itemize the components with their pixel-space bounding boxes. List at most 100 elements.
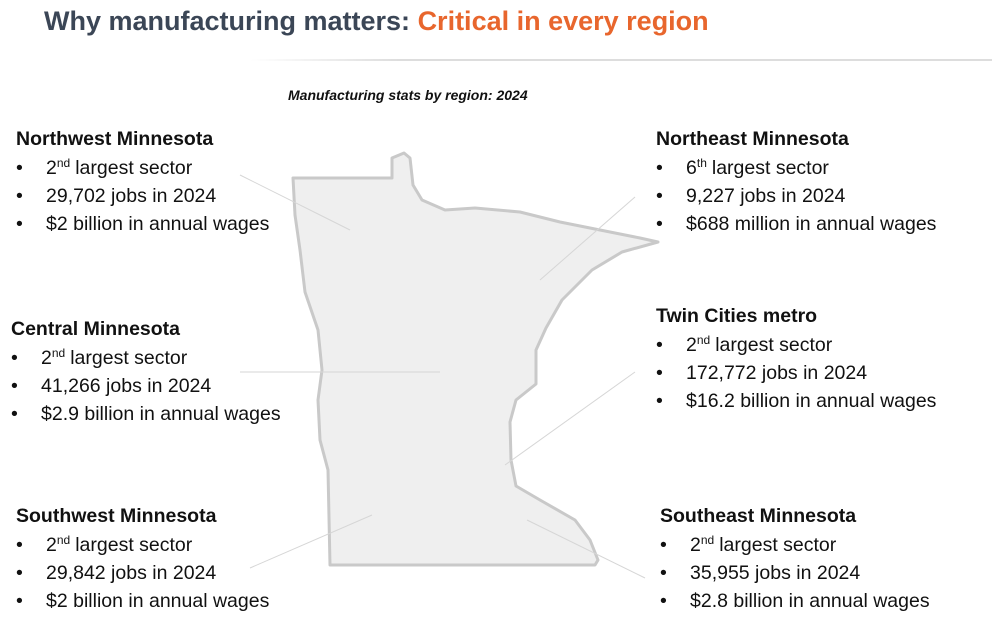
divider xyxy=(250,59,992,61)
bullet-item: • $2 billion in annual wages xyxy=(16,587,269,615)
leader-lines xyxy=(239,174,646,579)
region-block: Southwest Minnesota • 2nd largest sector • 29… xyxy=(16,505,269,615)
rank: 2 xyxy=(46,157,57,179)
wages: $16.2 billion in annual wages xyxy=(686,389,937,412)
bullet: • xyxy=(656,333,663,356)
bullet: • xyxy=(16,212,23,235)
region-block: Northwest Minnesota • 2nd largest sector • 29… xyxy=(16,128,269,238)
bullet-item: • 29,702 jobs in 2024 xyxy=(16,182,269,210)
jobs: 172,772 jobs in 2024 xyxy=(686,361,868,384)
rank-suffix: th xyxy=(696,156,707,170)
bullet-text: 29,842 jobs in 2024 xyxy=(46,562,216,585)
bullet-item: • 2nd largest sector xyxy=(16,154,269,182)
bullet-item: • $2.8 billion in annual wages xyxy=(660,587,930,615)
bullet-item: • $2.9 billion in annual wages xyxy=(11,400,281,428)
rank: 2 xyxy=(690,534,701,556)
bullet: • xyxy=(660,533,667,556)
bullet-text: $2.8 billion in annual wages xyxy=(690,590,930,613)
rank-suffix: nd xyxy=(700,533,715,547)
bullet-item: • 41,266 jobs in 2024 xyxy=(11,372,281,400)
jobs: 29,702 jobs in 2024 xyxy=(46,184,217,207)
bullet-text: 172,772 jobs in 2024 xyxy=(686,362,867,385)
bullet: • xyxy=(16,561,23,584)
rank-text: largest sector xyxy=(75,157,193,179)
bullet-text: $2 billion in annual wages xyxy=(46,590,269,613)
jobs: 29,842 jobs in 2024 xyxy=(46,561,217,584)
rank: 2 xyxy=(41,347,52,369)
wages: $2.9 billion in annual wages xyxy=(41,402,281,425)
rank-text: largest sector xyxy=(711,157,829,179)
bullet: • xyxy=(656,389,663,412)
minnesota-outline xyxy=(291,151,660,567)
rank-text: largest sector xyxy=(70,347,188,369)
rank-suffix: nd xyxy=(56,156,71,170)
bullet-text: 29,702 jobs in 2024 xyxy=(46,185,216,208)
wages: $2 billion in annual wages xyxy=(46,212,270,235)
region-name: Central Minnesota xyxy=(11,318,181,340)
bullet-text: 41,266 jobs in 2024 xyxy=(41,375,211,398)
bullet: • xyxy=(16,589,23,612)
bullet: • xyxy=(16,156,23,179)
region-name: Northwest Minnesota xyxy=(16,128,214,150)
region-name: Southwest Minnesota xyxy=(16,505,217,527)
bullet-item: • 2nd largest sector xyxy=(11,344,281,372)
leader-line xyxy=(239,174,351,231)
rank-text: largest sector xyxy=(75,534,193,556)
bullet-text: 9,227 jobs in 2024 xyxy=(686,185,845,208)
bullet-text: $2.9 billion in annual wages xyxy=(41,403,281,426)
region-name: Twin Cities metro xyxy=(656,305,818,327)
bullet-text: 2nd largest sector xyxy=(41,346,187,370)
bullet: • xyxy=(660,561,667,584)
rank: 2 xyxy=(46,534,57,556)
region-block: Southeast Minnesota • 2nd largest sector • 35… xyxy=(660,505,930,615)
bullet-text: 2nd largest sector xyxy=(46,156,192,180)
bullet-item: • $2 billion in annual wages xyxy=(16,210,269,238)
bullet-item: • 35,955 jobs in 2024 xyxy=(660,559,930,587)
bullet-text: $2 billion in annual wages xyxy=(46,213,269,236)
rank-suffix: nd xyxy=(56,533,71,547)
bullet-text: $688 million in annual wages xyxy=(686,213,936,236)
bullet-text: 2nd largest sector xyxy=(690,533,836,557)
bullet: • xyxy=(11,346,18,369)
jobs: 9,227 jobs in 2024 xyxy=(686,184,846,207)
bullet: • xyxy=(656,361,663,384)
leader-line xyxy=(526,519,646,579)
bullet-item: • 172,772 jobs in 2024 xyxy=(656,359,936,387)
wages: $2.8 billion in annual wages xyxy=(690,589,930,612)
title-lead: Why manufacturing matters: xyxy=(44,6,411,36)
bullet: • xyxy=(656,212,663,235)
rank-text: largest sector xyxy=(719,534,837,556)
leader-line xyxy=(504,371,636,466)
title: Why manufacturing matters: Critical in e… xyxy=(44,6,709,37)
bullet: • xyxy=(660,589,667,612)
bullet-text: $16.2 billion in annual wages xyxy=(686,390,936,413)
bullet-text: 2nd largest sector xyxy=(686,333,832,357)
bullet-item: • $16.2 billion in annual wages xyxy=(656,387,936,415)
bullet-item: • 2nd largest sector xyxy=(660,531,930,559)
region-block: Twin Cities metro • 2nd largest sector • 172,… xyxy=(656,305,936,415)
leader-line xyxy=(539,196,636,281)
bullet: • xyxy=(656,156,663,179)
bullet-text: 6th largest sector xyxy=(686,156,829,180)
region-name: Northeast Minnesota xyxy=(656,128,849,150)
bullet: • xyxy=(16,533,23,556)
rank: 2 xyxy=(686,334,697,356)
jobs: 35,955 jobs in 2024 xyxy=(690,561,861,584)
bullet: • xyxy=(11,374,18,397)
bullet: • xyxy=(656,184,663,207)
bullet-item: • 29,842 jobs in 2024 xyxy=(16,559,269,587)
bullet: • xyxy=(11,402,18,425)
region-block: Central Minnesota • 2nd largest sector • 41,2… xyxy=(11,318,281,428)
bullet-item: • $688 million in annual wages xyxy=(656,210,936,238)
bullet-item: • 9,227 jobs in 2024 xyxy=(656,182,936,210)
bullet-text: 35,955 jobs in 2024 xyxy=(690,562,860,585)
rank-suffix: nd xyxy=(51,346,66,360)
leader-line xyxy=(249,514,373,569)
region-name: Southeast Minnesota xyxy=(660,505,857,527)
bullet: • xyxy=(16,184,23,207)
title-highlight: Critical in every region xyxy=(417,6,709,36)
wages: $2 billion in annual wages xyxy=(46,589,270,612)
rank-text: largest sector xyxy=(715,334,833,356)
jobs: 41,266 jobs in 2024 xyxy=(41,374,212,397)
